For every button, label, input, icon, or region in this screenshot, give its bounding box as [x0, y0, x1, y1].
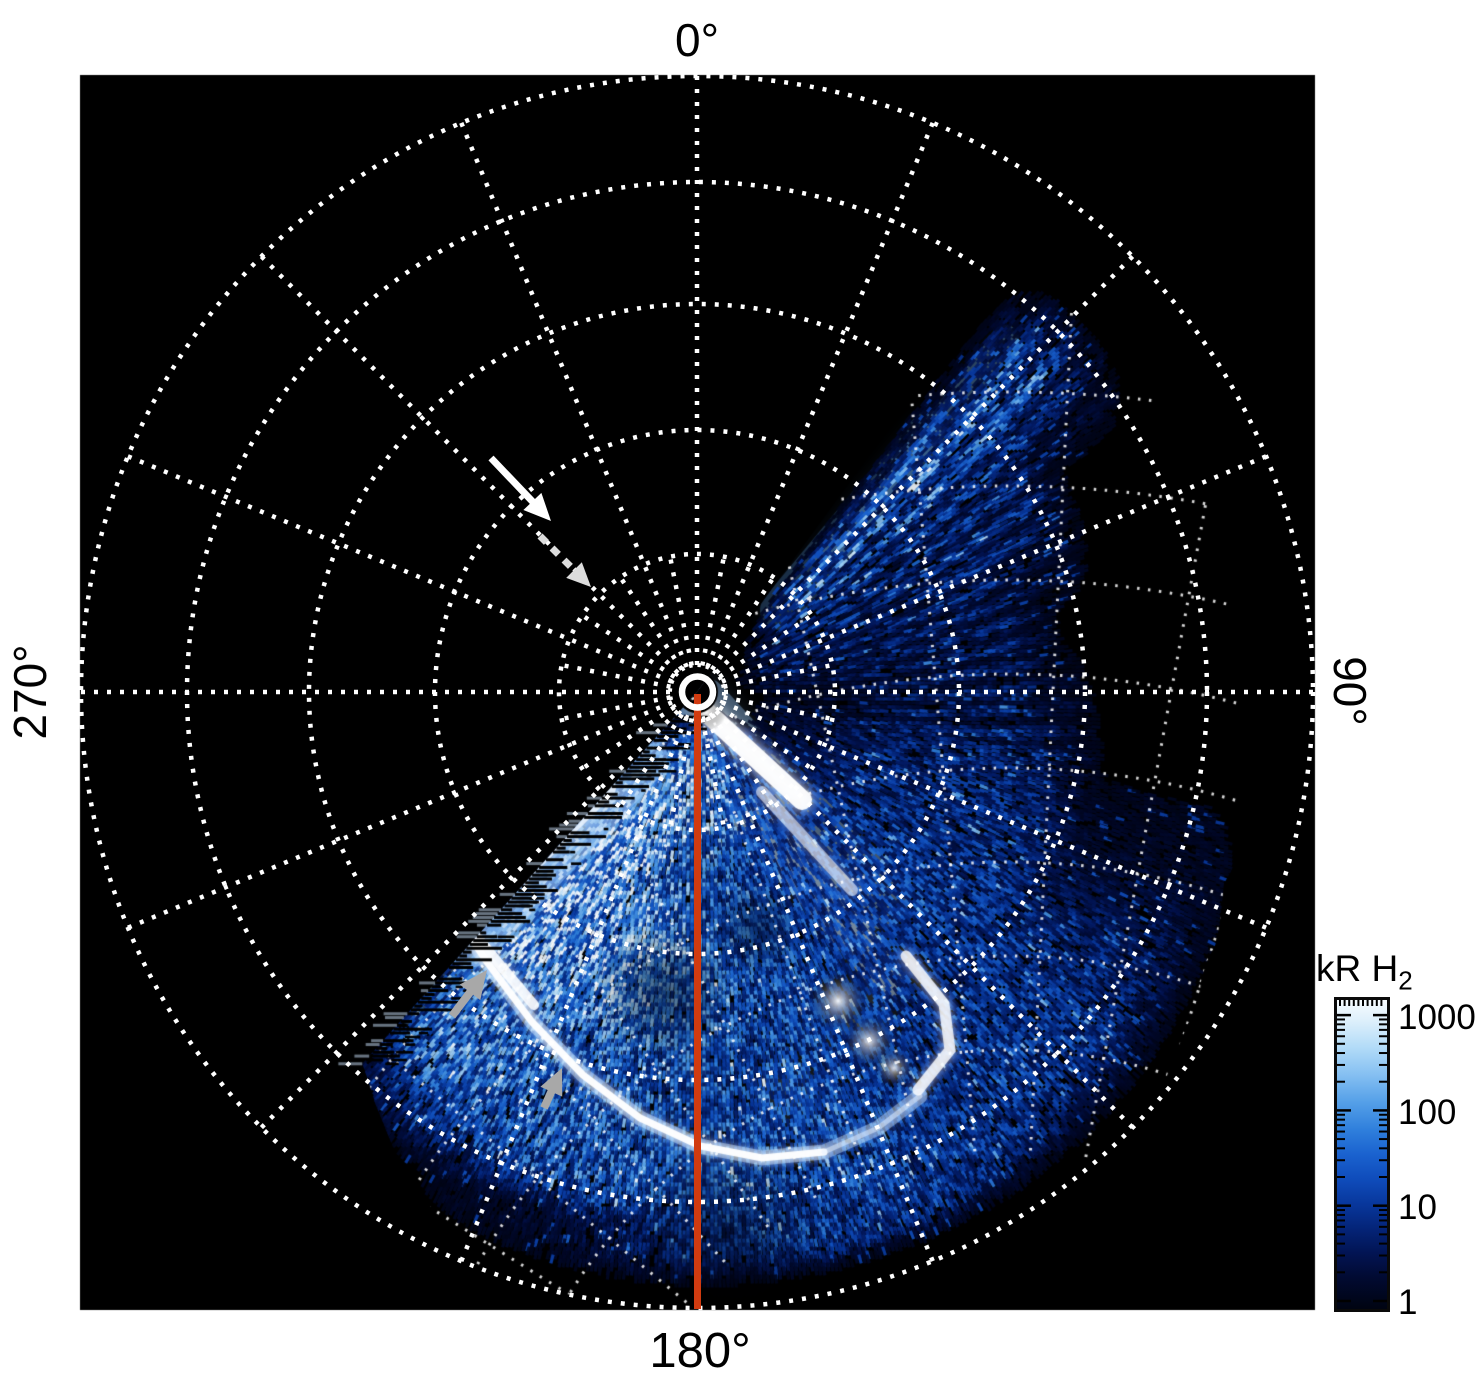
- colorbar-tick-1000: 1000: [1398, 998, 1476, 1037]
- angle-label-180: 180°: [649, 1324, 751, 1378]
- angle-label-270: 270°: [4, 644, 56, 740]
- colorbar-tick-100: 100: [1398, 1093, 1457, 1132]
- colorbar-gradient: [1334, 997, 1390, 1312]
- colorbar-title-subscript: 2: [1398, 965, 1413, 996]
- colorbar-tick-10: 10: [1398, 1188, 1437, 1227]
- colorbar-tick-1: 1: [1398, 1283, 1418, 1322]
- colorbar-title: kR H2: [1316, 948, 1413, 996]
- angle-label-0: 0°: [675, 14, 719, 66]
- colorbar-title-text: kR H: [1316, 948, 1399, 989]
- angle-label-90: 90°: [1324, 656, 1376, 726]
